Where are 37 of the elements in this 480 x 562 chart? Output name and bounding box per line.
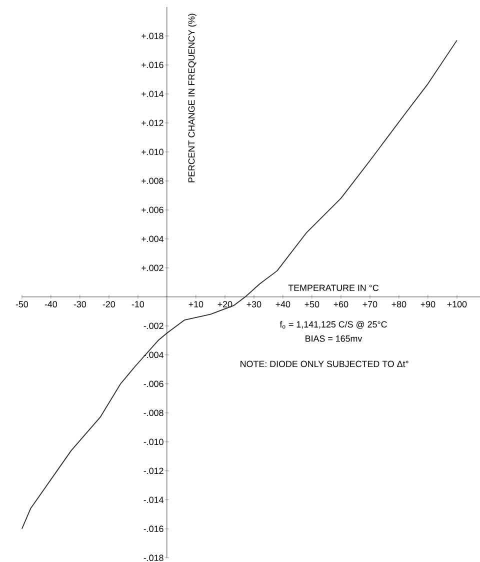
x-tick-label: -50 [16, 301, 28, 308]
x-tick-label: +80 [392, 301, 406, 308]
y-tick-label: +.014 [141, 90, 164, 98]
y-tick-label: -.006 [144, 380, 164, 388]
annotation: NOTE: DIODE ONLY SUBJECTED TO Δt° [240, 360, 408, 368]
x-tick-label: +40 [276, 301, 290, 308]
annotation: f$_{o}$ = 1,141,125 C/S @ 25°C [280, 320, 387, 329]
x-tick-label: +100 [447, 301, 466, 308]
y-tick-label: +.012 [141, 120, 164, 126]
y-tick-label: +.018 [141, 32, 164, 40]
y-tick-label: -.014 [144, 496, 164, 504]
y-tick-label: +.010 [141, 148, 164, 156]
x-tick-label: -10 [132, 301, 144, 308]
y-tick-label: -.010 [144, 438, 164, 446]
y-tick-label: +.016 [141, 62, 164, 68]
x-tick-label: +60 [334, 301, 348, 308]
y-axis-title: PERCENT CHANGE IN FREQUENCY (%) [188, 14, 196, 182]
x-tick-label: -20 [102, 301, 115, 308]
annotation: BIAS = 165mv [305, 335, 362, 342]
y-tick-label: -.016 [144, 526, 164, 532]
x-tick-label: +90 [420, 301, 436, 308]
y-tick-label: +.008 [141, 178, 164, 184]
y-tick-label: -.008 [144, 410, 164, 416]
y-tick-label: -.002 [144, 322, 164, 330]
x-tick-label: -30 [74, 301, 86, 308]
x-tick-label: +50 [304, 301, 319, 308]
y-tick-label: +.002 [141, 264, 164, 272]
x-tick-label: +70 [362, 301, 377, 308]
x-tick-label: +30 [246, 301, 261, 308]
x-tick-label: +20 [218, 301, 232, 308]
x-axis-title: TEMPERATURE IN °C [288, 284, 378, 292]
y-tick-label: -.012 [144, 468, 164, 474]
y-tick-label: +.006 [141, 206, 164, 214]
y-tick-label: +.004 [141, 236, 164, 242]
x-tick-label: -40 [44, 301, 57, 308]
x-tick-label: +10 [188, 301, 203, 308]
y-tick-label: -.018 [144, 554, 164, 562]
